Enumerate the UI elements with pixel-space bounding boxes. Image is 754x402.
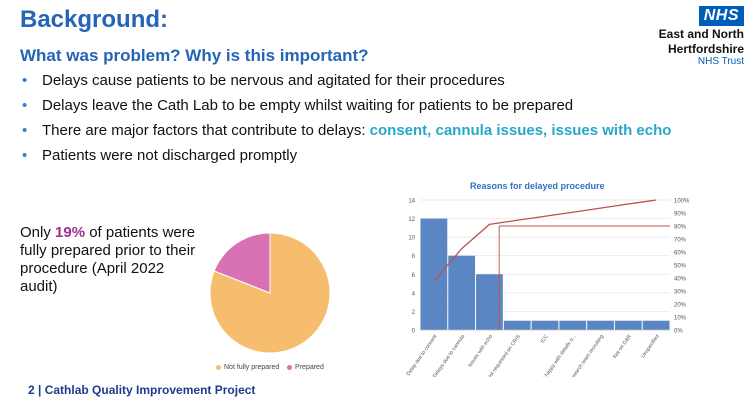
y2-tick-label: 70%: [674, 238, 687, 244]
bar: [503, 320, 531, 330]
audit-statement: Only 19% of patients were fully prepared…: [20, 224, 200, 296]
bullet-text: Delays cause patients to be nervous and …: [42, 72, 505, 89]
bar: [587, 320, 614, 330]
bullet-dot-icon: •: [22, 147, 28, 164]
y-tick-label: 14: [408, 199, 415, 205]
y2-tick-label: 50%: [674, 264, 687, 270]
cumulative-line: [433, 199, 657, 282]
bullet-text: There are major factors that contribute …: [42, 122, 370, 139]
statement-prefix: Only: [20, 224, 56, 241]
org-name-line1: East and North: [658, 27, 744, 41]
nhs-logo: NHS East and North Hertfordshire NHS Tru…: [659, 6, 744, 68]
x-tick-label: Delay due to consent: [406, 333, 439, 377]
org-name-line3: NHS Trust: [697, 56, 744, 67]
slide-subtitle: What was problem? Why is this important?: [20, 46, 369, 65]
delay-reasons-pareto-chart: 0 2 4 6 8 10 12 14 0% 10% 20% 30% 40% 50% 60% 70% 80% 90%…: [406, 199, 690, 378]
bar: [448, 255, 476, 330]
y2-tick-label: 0%: [674, 329, 683, 335]
statement-suffix: of patients were fully prepared prior to…: [20, 224, 196, 295]
bullet-item: • Delays cause patients to be nervous and…: [20, 72, 680, 90]
x-tick-label: Not on D&R: [612, 334, 633, 360]
y-tick-label: 12: [408, 217, 415, 223]
bar: [420, 218, 448, 330]
bullet-dot-icon: •: [22, 97, 28, 114]
y-tick-label: 8: [412, 254, 416, 260]
legend-label-not-prepared: Not fully prepared: [224, 364, 280, 371]
slide-title: Background:: [20, 6, 169, 33]
bullet-item: • There are major factors that contribute…: [20, 122, 680, 140]
bar: [531, 320, 559, 330]
bar: [559, 320, 587, 330]
y-tick-label: 0: [412, 329, 416, 335]
y2-tick-label: 90%: [674, 212, 687, 218]
legend-label-prepared: Prepared: [295, 364, 324, 371]
x-tick-label: Delays due to cannula: [432, 334, 466, 377]
y-tick-label: 6: [412, 273, 416, 279]
y2-tick-label: 30%: [674, 290, 687, 296]
bar-chart-title: Reasons for delayed procedure: [470, 181, 605, 191]
y-tick-label: 4: [412, 291, 416, 297]
y2-tick-label: 100%: [674, 199, 690, 205]
y2-tick-label: 40%: [674, 277, 687, 283]
bullet-highlight: consent, cannula issues, issues with ech…: [369, 122, 672, 139]
bar: [476, 274, 503, 330]
y2-tick-label: 60%: [674, 251, 687, 257]
y2-tick-label: 20%: [674, 303, 687, 309]
y2-tick-label: 80%: [674, 225, 687, 231]
x-tick-label: Issues with echo: [467, 334, 494, 369]
pie-slice: [213, 232, 271, 294]
pie-legend: Not fully prepared Prepared: [216, 364, 324, 371]
nhs-badge: NHS: [698, 6, 744, 26]
bar: [642, 320, 670, 330]
y-tick-label: 2: [412, 310, 416, 316]
x-tick-label: Unspecified: [640, 334, 661, 360]
preparation-pie-chart: [209, 232, 331, 354]
bullet-item: • Delays leave the Cath Lab to be empty w…: [20, 97, 680, 115]
slide-footer: 2 | Cathlab Quality Improvement Project: [28, 383, 256, 397]
legend-dot-prepared: [287, 364, 293, 370]
bullet-list: • Delays cause patients to be nervous and…: [20, 72, 680, 172]
y-tick-label: 10: [408, 236, 415, 242]
bullet-text: Patients were not discharged promptly: [42, 147, 298, 164]
bullet-dot-icon: •: [22, 122, 28, 139]
bullet-text: Delays leave the Cath Lab to be empty wh…: [42, 97, 574, 114]
statement-percent: 19%: [55, 224, 86, 241]
org-name-line2: Hertfordshire: [667, 42, 744, 56]
bullet-dot-icon: •: [22, 72, 28, 89]
x-tick-label: ICC: [540, 334, 550, 345]
bullet-item: • Patients were not discharged promptly: [20, 147, 680, 165]
y2-tick-label: 10%: [674, 316, 687, 322]
legend-dot-not-prepared: [216, 364, 221, 370]
bar: [614, 320, 642, 330]
